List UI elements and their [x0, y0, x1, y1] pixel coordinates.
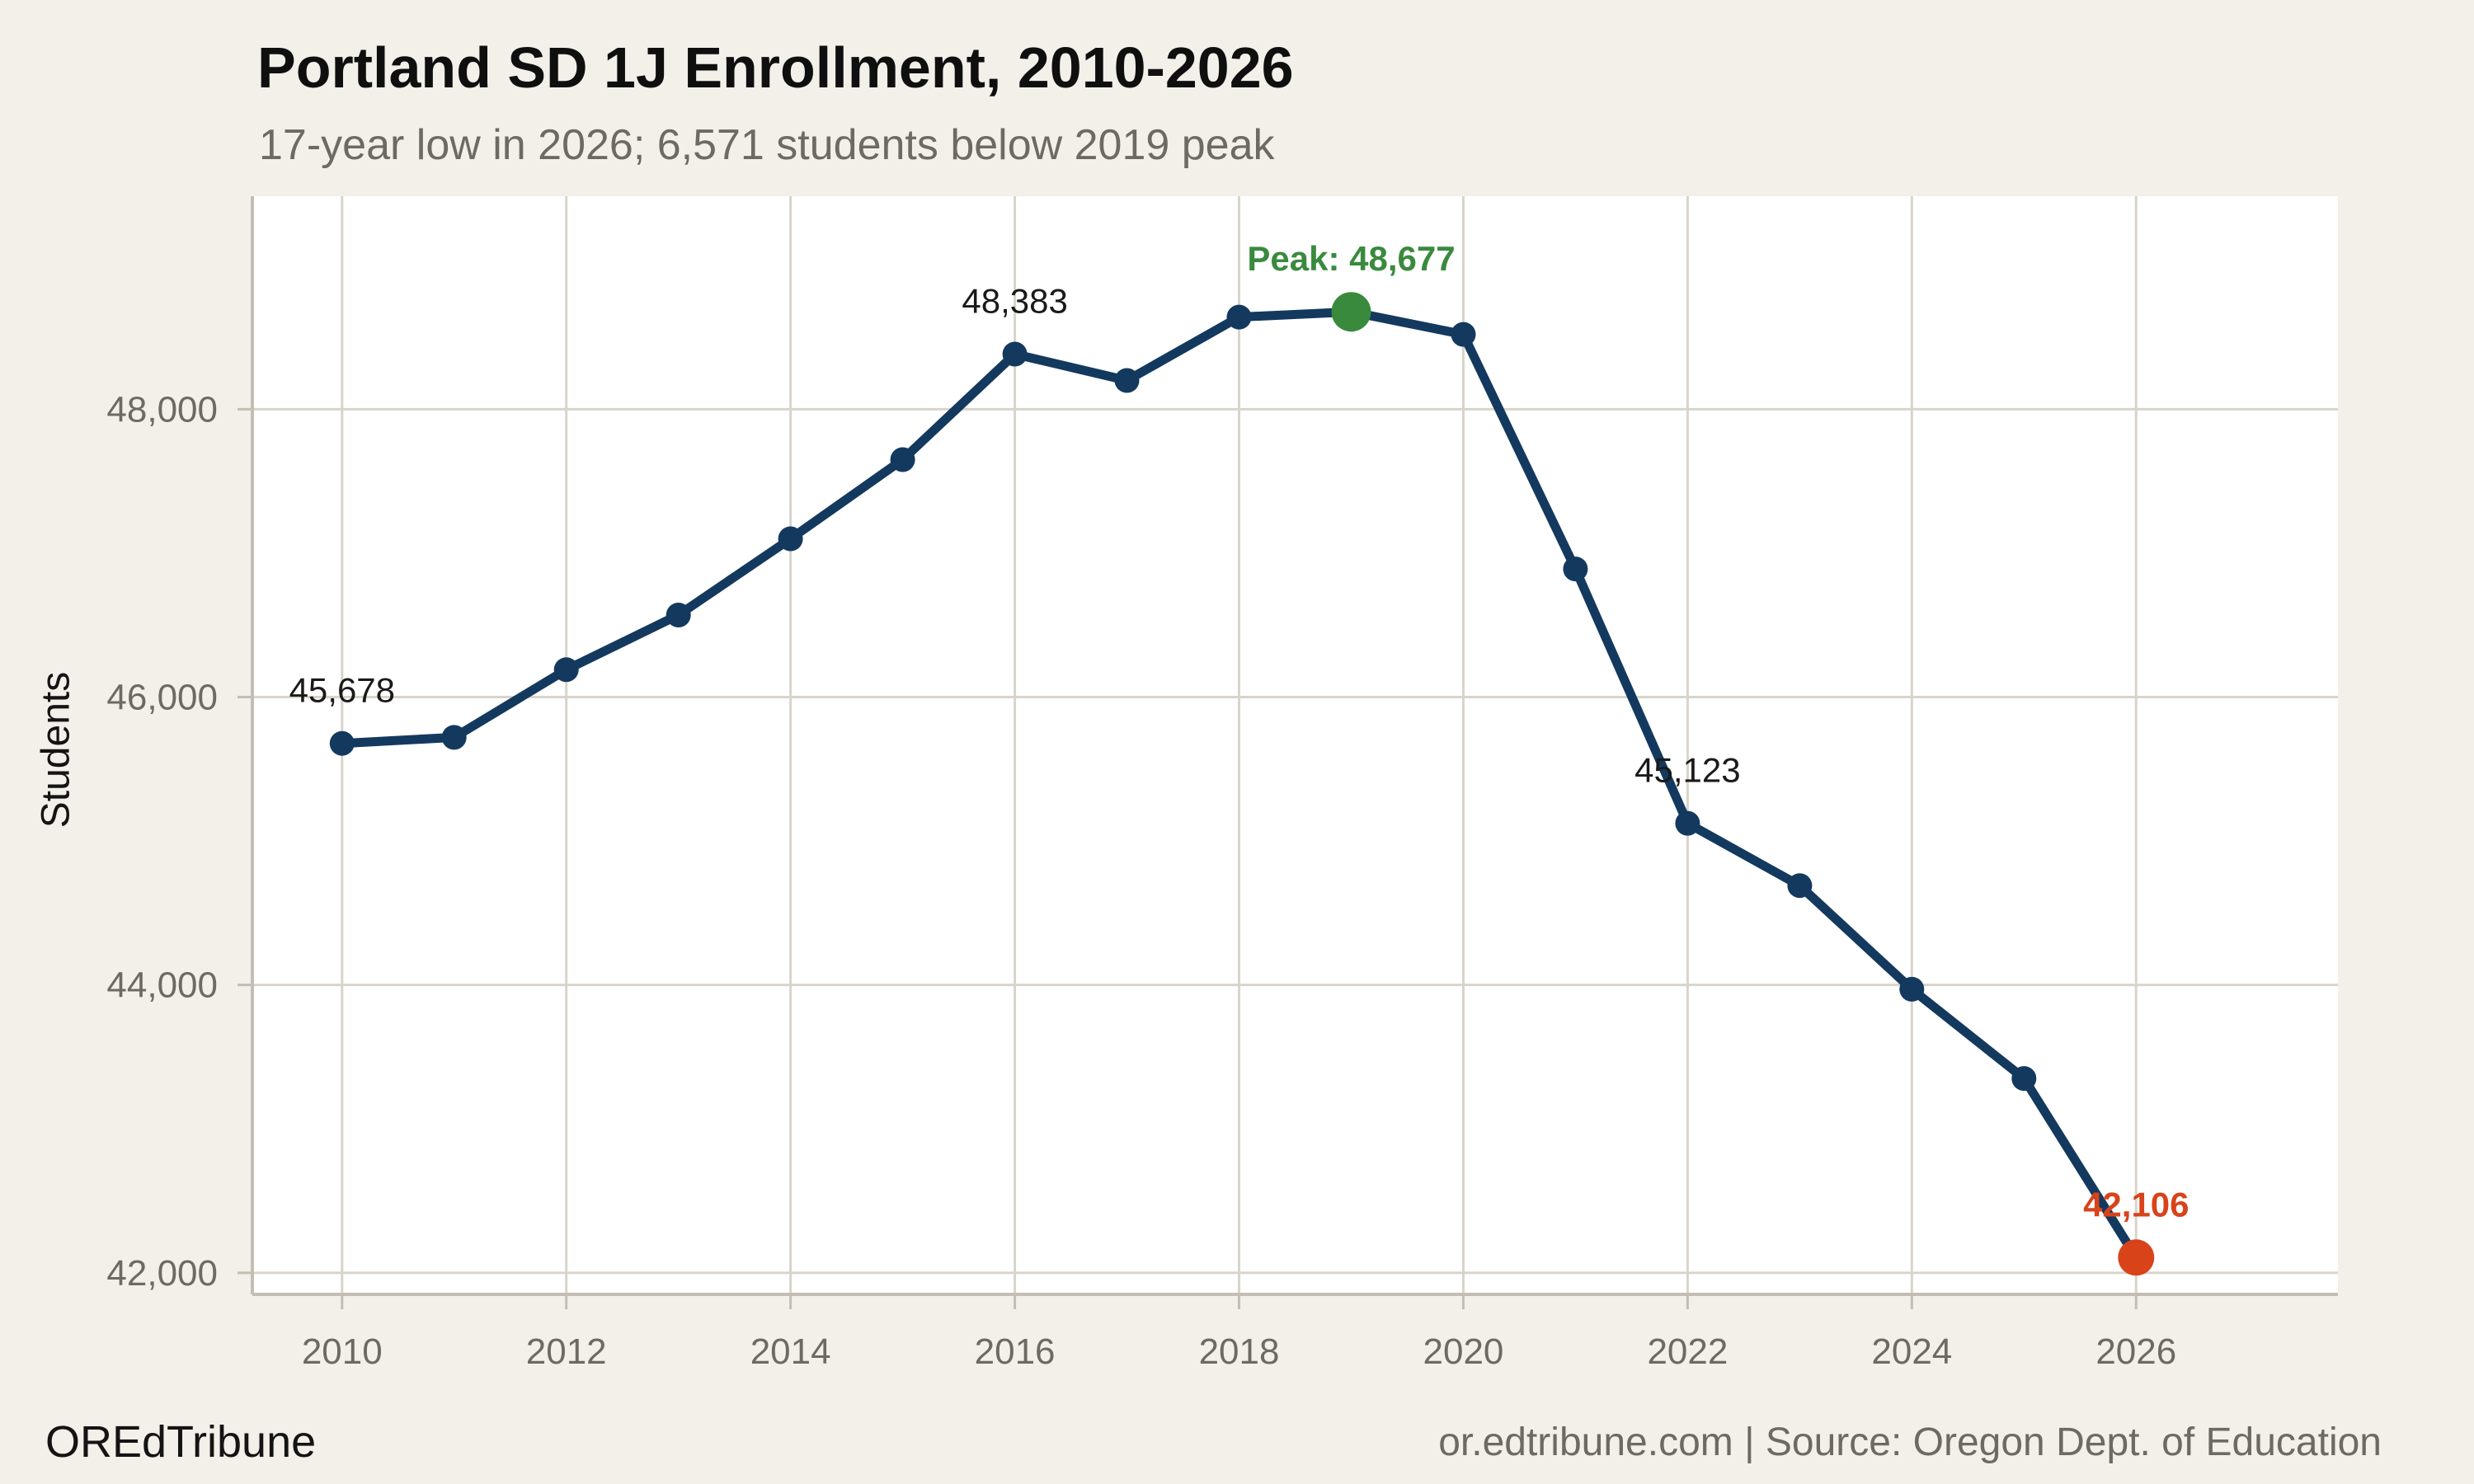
- data-point-2013: [666, 603, 691, 627]
- data-point-2022: [1675, 810, 1700, 836]
- data-point-2018: [1226, 304, 1252, 330]
- data-point-2012: [553, 657, 579, 683]
- x-tick-label-2018: 2018: [1199, 1331, 1280, 1372]
- annotation-2016: 48,383: [962, 282, 1067, 321]
- peak-annotation: Peak: 48,677: [1247, 239, 1455, 278]
- annotation-2010: 45,678: [289, 671, 395, 710]
- x-tick-label-2010: 2010: [302, 1331, 383, 1372]
- peak-data-point: [1331, 292, 1371, 332]
- data-point-2024: [1899, 976, 1925, 1002]
- data-point-2011: [441, 725, 467, 750]
- plot-area: [252, 196, 2338, 1294]
- data-point-2014: [778, 526, 803, 552]
- data-point-2021: [1563, 556, 1588, 582]
- x-tick-label-2020: 2020: [1423, 1331, 1504, 1372]
- y-tick-label-44000: 44,000: [106, 965, 218, 1006]
- y-tick-label-46000: 46,000: [106, 678, 218, 718]
- brand-name: OREdTribune: [45, 1417, 317, 1467]
- data-point-2016: [1002, 341, 1028, 367]
- chart-subtitle: 17-year low in 2026; 6,571 students belo…: [259, 121, 1275, 169]
- y-axis-title: Students: [34, 671, 78, 829]
- data-point-2010: [329, 730, 355, 756]
- y-tick-label-42000: 42,000: [106, 1253, 218, 1294]
- annotation-2022: 45,123: [1634, 751, 1740, 790]
- x-tick-label-2016: 2016: [975, 1331, 1056, 1372]
- y-tick-label-48000: 48,000: [106, 389, 218, 430]
- data-point-2020: [1451, 322, 1476, 347]
- x-tick-label-2014: 2014: [750, 1331, 831, 1372]
- x-tick-label-2026: 2026: [2095, 1331, 2176, 1372]
- low-data-point: [2118, 1239, 2155, 1276]
- chart-title: Portland SD 1J Enrollment, 2010-2026: [257, 35, 1294, 100]
- data-point-2023: [1787, 873, 1813, 899]
- data-point-2015: [890, 447, 915, 472]
- data-point-2025: [2011, 1066, 2037, 1092]
- x-tick-label-2022: 2022: [1647, 1331, 1728, 1372]
- data-point-2017: [1114, 368, 1140, 393]
- source-credit: or.edtribune.com | Source: Oregon Dept. …: [1438, 1421, 2382, 1464]
- x-tick-label-2024: 2024: [1871, 1331, 1952, 1372]
- low-annotation: 42,106: [2083, 1185, 2189, 1223]
- x-tick-label-2012: 2012: [526, 1331, 607, 1372]
